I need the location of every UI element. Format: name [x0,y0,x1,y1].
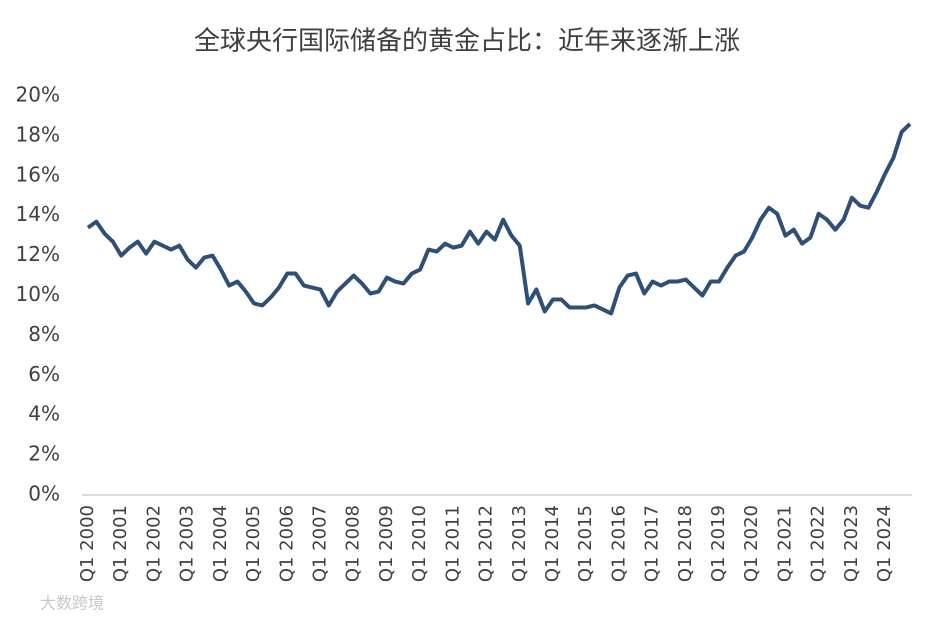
x-tick-label: Q1 2000 [77,505,98,582]
x-tick-label: Q1 2022 [808,505,829,582]
y-tick-label: 4% [28,402,60,426]
x-tick-label: Q1 2020 [741,505,762,582]
x-tick-label: Q1 2011 [442,505,463,582]
x-tick-label: Q1 2013 [509,505,530,582]
x-tick-label: Q1 2016 [608,505,629,582]
x-tick-label: Q1 2012 [476,505,497,582]
x-tick-label: Q1 2004 [210,505,231,582]
x-tick-label: Q1 2005 [243,505,264,582]
y-tick-label: 12% [16,242,60,266]
y-tick-label: 6% [28,362,60,386]
chart-title: 全球央行国际储备的黄金占比：近年来逐渐上涨 [194,27,740,57]
y-tick-label: 8% [28,322,60,346]
x-tick-label: Q1 2002 [143,505,164,582]
x-tick-label: Q1 2018 [675,505,696,582]
watermark: 大数跨境 [40,594,104,613]
x-tick-label: Q1 2015 [575,505,596,582]
x-tick-label: Q1 2001 [110,505,131,582]
x-tick-label: Q1 2017 [642,505,663,582]
x-tick-label: Q1 2021 [774,505,795,582]
x-tick-label: Q1 2010 [409,505,430,582]
data-line [86,122,912,316]
x-tick-label: Q1 2019 [708,505,729,582]
x-tick-label: Q1 2006 [276,505,297,582]
y-tick-label: 0% [28,482,60,506]
y-tick-label: 16% [16,162,60,186]
y-tick-label: 14% [16,202,60,226]
x-tick-label: Q1 2014 [542,505,563,582]
x-tick-label: Q1 2003 [177,505,198,582]
y-tick-label: 18% [16,122,60,146]
y-tick-label: 10% [16,282,60,306]
x-tick-label: Q1 2023 [841,505,862,582]
y-tick-label: 2% [28,442,60,466]
x-tick-label: Q1 2008 [343,505,364,582]
x-tick-label: Q1 2024 [874,505,895,582]
y-tick-label: 20% [16,83,60,107]
x-tick-label: Q1 2009 [376,505,397,582]
x-tick-label: Q1 2007 [309,505,330,582]
